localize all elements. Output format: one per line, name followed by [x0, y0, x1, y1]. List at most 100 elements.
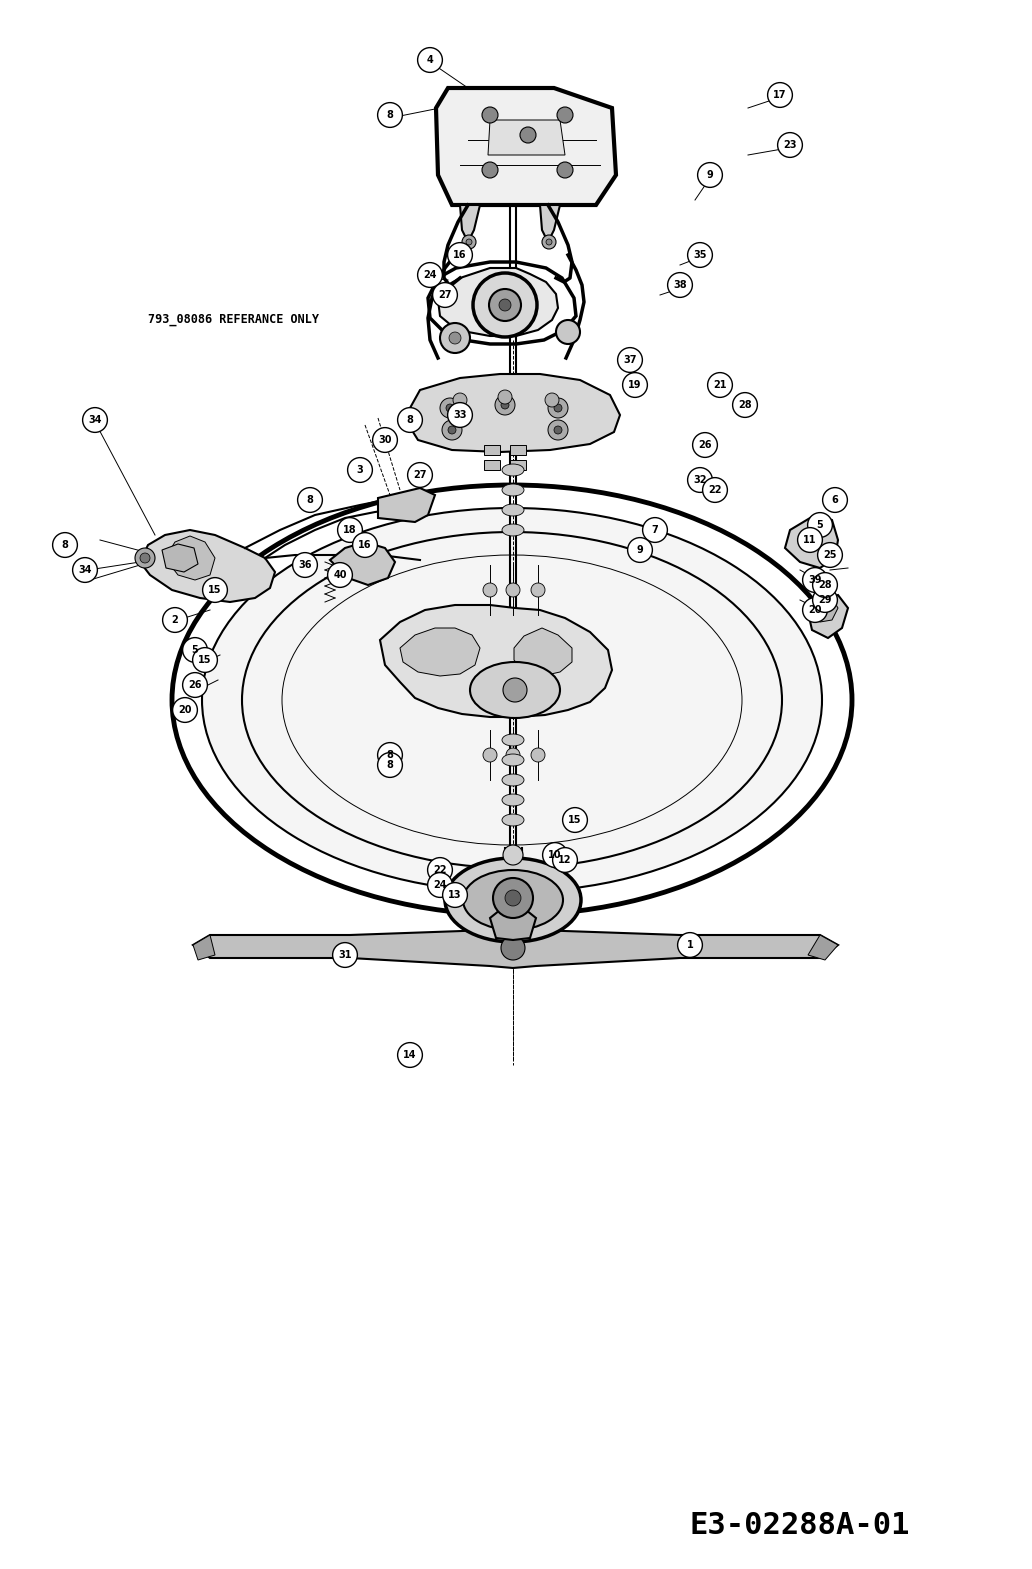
Polygon shape — [460, 206, 480, 242]
Circle shape — [698, 163, 722, 187]
Circle shape — [803, 568, 828, 593]
Circle shape — [163, 607, 188, 632]
Circle shape — [53, 532, 77, 557]
Circle shape — [397, 408, 422, 433]
Circle shape — [448, 243, 473, 267]
Text: 33: 33 — [453, 410, 466, 420]
Circle shape — [708, 372, 733, 397]
Circle shape — [798, 527, 823, 552]
Text: 19: 19 — [628, 380, 642, 391]
Text: E3-02288A-01: E3-02288A-01 — [689, 1511, 910, 1539]
Circle shape — [397, 1043, 422, 1067]
Bar — [510, 446, 526, 455]
Ellipse shape — [502, 734, 524, 745]
Ellipse shape — [502, 524, 524, 537]
Circle shape — [482, 107, 498, 122]
Circle shape — [501, 402, 509, 410]
Circle shape — [453, 392, 467, 406]
Polygon shape — [490, 908, 536, 940]
Text: 35: 35 — [694, 249, 707, 260]
Circle shape — [297, 488, 322, 513]
Circle shape — [531, 584, 545, 596]
Text: 8: 8 — [387, 110, 393, 119]
Circle shape — [373, 428, 397, 452]
Text: 30: 30 — [379, 435, 392, 446]
Circle shape — [378, 102, 402, 127]
Circle shape — [495, 395, 515, 414]
Circle shape — [448, 403, 473, 427]
Circle shape — [193, 648, 218, 673]
Circle shape — [332, 943, 357, 968]
Circle shape — [627, 538, 652, 562]
Circle shape — [448, 427, 456, 435]
Polygon shape — [378, 488, 436, 522]
Circle shape — [327, 563, 352, 587]
Polygon shape — [162, 544, 198, 573]
Ellipse shape — [463, 869, 563, 930]
Circle shape — [473, 273, 537, 337]
Polygon shape — [193, 927, 838, 968]
Circle shape — [432, 282, 457, 308]
Text: 14: 14 — [404, 1050, 417, 1061]
Circle shape — [442, 420, 462, 439]
Circle shape — [768, 83, 793, 107]
Circle shape — [506, 584, 520, 596]
Text: 39: 39 — [808, 574, 821, 585]
Text: 32: 32 — [694, 475, 707, 485]
Circle shape — [293, 552, 318, 577]
Text: 8: 8 — [387, 750, 393, 759]
Circle shape — [556, 320, 580, 344]
Text: 5: 5 — [816, 519, 824, 530]
Polygon shape — [808, 595, 848, 639]
Ellipse shape — [445, 858, 581, 941]
Text: 26: 26 — [188, 679, 201, 690]
Polygon shape — [380, 606, 612, 717]
Circle shape — [72, 557, 97, 582]
Text: 34: 34 — [78, 565, 92, 574]
Circle shape — [546, 238, 552, 245]
Circle shape — [443, 883, 467, 907]
Circle shape — [817, 543, 842, 568]
Circle shape — [531, 748, 545, 763]
Circle shape — [687, 468, 712, 493]
Circle shape — [408, 463, 432, 488]
Ellipse shape — [502, 504, 524, 516]
Circle shape — [678, 932, 703, 957]
Circle shape — [418, 47, 443, 72]
Circle shape — [703, 477, 728, 502]
Circle shape — [449, 333, 461, 344]
Circle shape — [557, 107, 573, 122]
Text: 20: 20 — [808, 606, 821, 615]
Circle shape — [812, 588, 837, 612]
Circle shape — [668, 273, 692, 298]
Ellipse shape — [202, 508, 823, 893]
Circle shape — [418, 262, 443, 287]
Text: 28: 28 — [738, 400, 752, 410]
Circle shape — [183, 673, 207, 697]
Ellipse shape — [502, 794, 524, 806]
Circle shape — [378, 742, 402, 767]
Circle shape — [183, 637, 207, 662]
Circle shape — [462, 235, 476, 249]
Circle shape — [140, 552, 150, 563]
Circle shape — [733, 392, 757, 417]
Circle shape — [557, 162, 573, 177]
Circle shape — [503, 846, 523, 865]
Text: 23: 23 — [783, 140, 797, 151]
Text: 4: 4 — [426, 55, 433, 64]
Circle shape — [692, 433, 717, 458]
Text: 36: 36 — [298, 560, 312, 570]
Circle shape — [353, 532, 378, 557]
Text: 2: 2 — [171, 615, 179, 624]
Circle shape — [823, 488, 847, 513]
Text: 16: 16 — [453, 249, 466, 260]
Polygon shape — [438, 268, 558, 336]
Text: 24: 24 — [433, 880, 447, 890]
Text: 38: 38 — [673, 279, 687, 290]
Text: 25: 25 — [824, 551, 837, 560]
Polygon shape — [514, 628, 572, 676]
Circle shape — [545, 392, 559, 406]
Circle shape — [617, 348, 642, 372]
Circle shape — [337, 518, 362, 543]
Circle shape — [427, 872, 452, 897]
